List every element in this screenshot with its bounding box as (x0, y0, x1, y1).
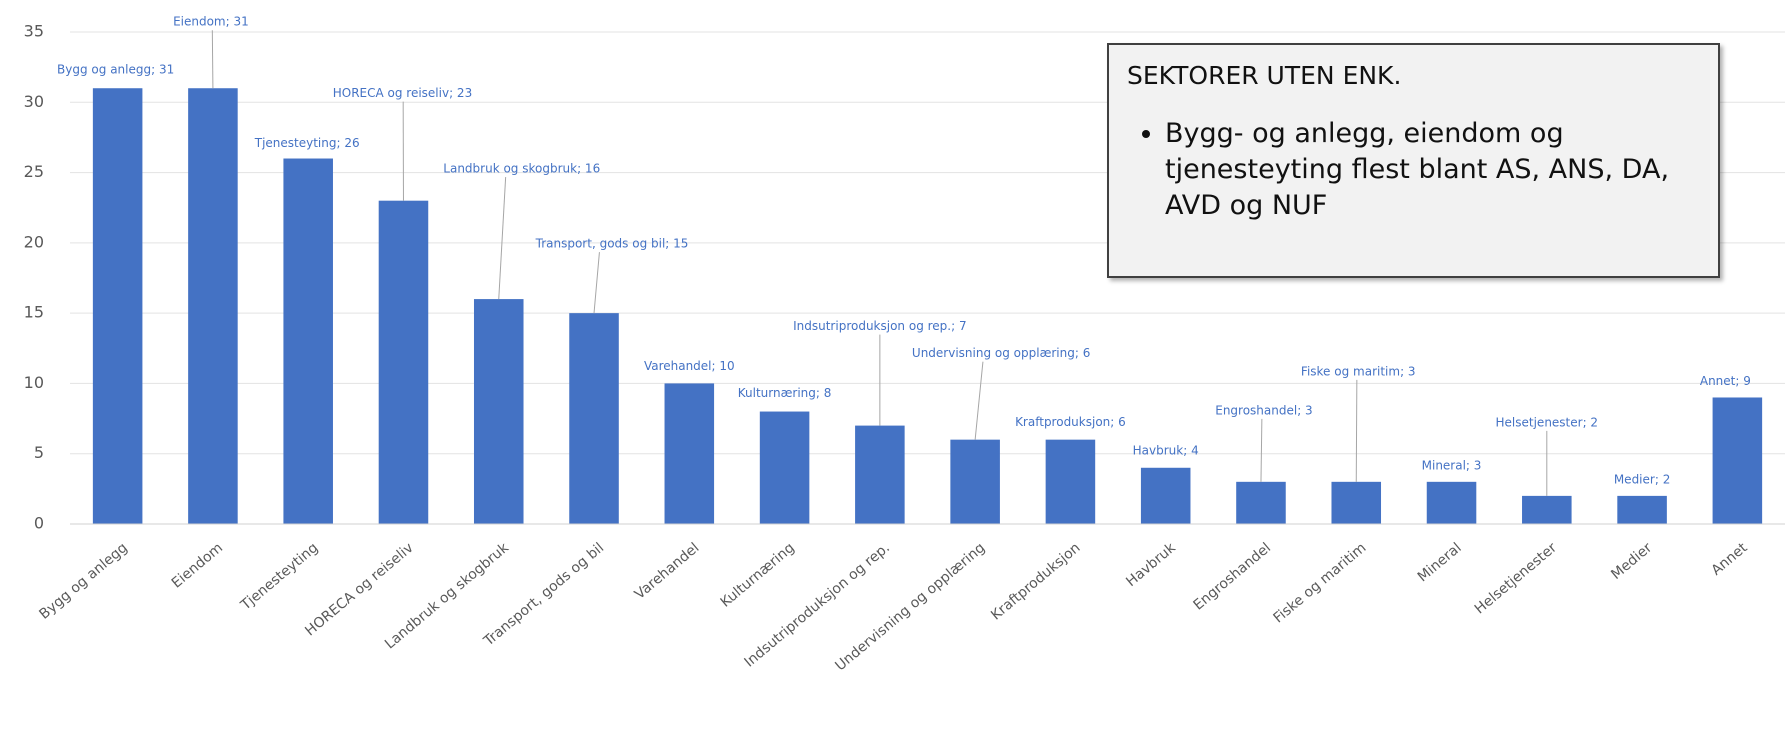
data-label: Eiendom; 31 (173, 15, 249, 29)
data-label: Kulturnæring; 8 (738, 386, 832, 400)
data-label: Varehandel; 10 (644, 359, 735, 373)
leader-line (974, 361, 984, 440)
bar (1712, 397, 1763, 524)
leader-line (1355, 379, 1358, 482)
x-tick-label: Undervisning og opplæring (832, 540, 988, 674)
data-label: Kraftproduksjon; 6 (1015, 415, 1126, 429)
y-tick-label: 25 (24, 162, 44, 181)
data-label: Landbruk og skogbruk; 16 (443, 162, 600, 176)
annotation-heading: SEKTORER UTEN ENK. (1127, 61, 1402, 90)
bar (664, 383, 715, 524)
x-tick-label: Havbruk (1123, 539, 1179, 590)
y-tick-label: 30 (24, 92, 44, 111)
data-label: HORECA og reiseliv; 23 (333, 86, 472, 100)
y-tick-label: 20 (24, 232, 44, 251)
bar (759, 411, 810, 524)
x-tick-label: Bygg og anlegg (36, 540, 130, 623)
x-tick-label: Tjenesteyting (237, 540, 321, 614)
bar (188, 88, 238, 524)
y-tick-label: 35 (24, 22, 44, 41)
bar (1426, 481, 1477, 524)
bar (1236, 481, 1286, 524)
bar (569, 313, 619, 524)
data-label: Transport, gods og bil; 15 (535, 237, 689, 251)
data-label: Havbruk; 4 (1133, 443, 1199, 457)
data-label: Helsetjenester; 2 (1496, 415, 1599, 429)
bar (1140, 467, 1191, 524)
x-tick-label: Kulturnæring (718, 540, 798, 611)
x-tick-label: Engroshandel (1191, 540, 1275, 614)
data-label: Annet; 9 (1700, 374, 1751, 388)
data-label: Undervisning og opplæring; 6 (912, 346, 1090, 360)
x-tick-label: Fiske og maritim (1270, 540, 1369, 627)
x-tick-label: Kraftproduksjon (988, 540, 1083, 624)
y-tick-label: 0 (34, 514, 44, 533)
x-tick-label: Mineral (1415, 540, 1465, 585)
data-label: Engroshandel; 3 (1215, 403, 1312, 417)
annotation-bullet: Bygg- og anlegg, eiendom og tjenesteytin… (1165, 116, 1700, 224)
y-tick-label: 10 (24, 373, 44, 392)
y-tick-label: 5 (34, 443, 44, 462)
data-label: Tjenesteyting; 26 (254, 136, 360, 150)
annotation-box: SEKTORER UTEN ENK. Bygg- og anlegg, eien… (1107, 43, 1720, 278)
x-tick-label: Annet (1708, 540, 1750, 579)
bar (473, 299, 524, 524)
x-tick-label: Varehandel (632, 540, 703, 603)
y-tick-label: 15 (24, 303, 44, 322)
bar (92, 88, 143, 524)
data-label: Medier; 2 (1614, 472, 1671, 486)
data-label: Bygg og anlegg; 31 (57, 63, 174, 77)
data-label: Indsutriproduksjon og rep.; 7 (793, 319, 967, 333)
bar (283, 158, 333, 524)
x-tick-label: Eiendom (169, 540, 226, 592)
data-label: Mineral; 3 (1422, 458, 1482, 472)
bar (950, 439, 1000, 524)
bar (1617, 495, 1667, 524)
leader-line (1260, 418, 1263, 482)
bar (378, 200, 429, 524)
bar (855, 425, 905, 524)
data-label: Fiske og maritim; 3 (1301, 364, 1416, 378)
bar (1522, 495, 1572, 524)
x-tick-label: Helsetjenester (1472, 540, 1560, 618)
x-tick-label: Medier (1608, 540, 1655, 583)
leader-line (211, 30, 214, 89)
bar (1045, 439, 1096, 524)
leader-line (593, 252, 600, 314)
annotation-list: Bygg- og anlegg, eiendom og tjenesteytin… (1127, 116, 1700, 224)
bar (1331, 481, 1382, 524)
leader-line (498, 177, 507, 300)
